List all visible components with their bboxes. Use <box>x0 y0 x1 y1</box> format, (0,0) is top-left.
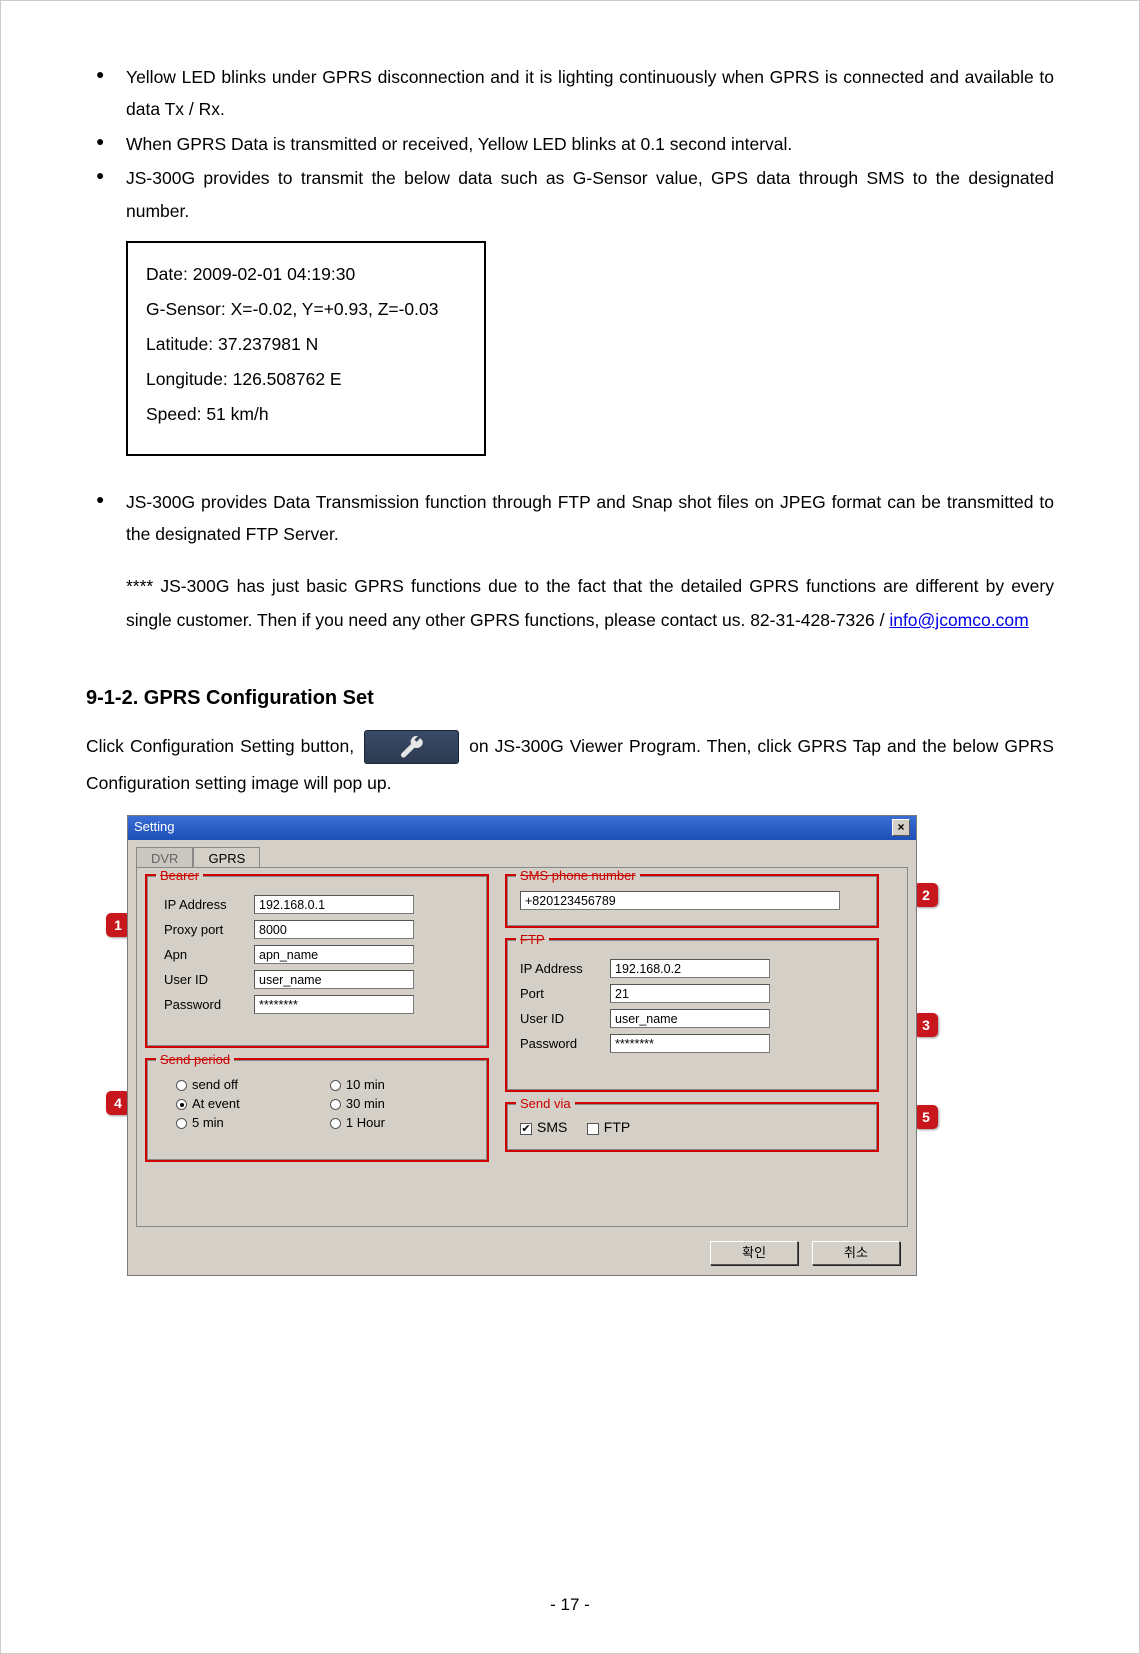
sms-date: Date: 2009-02-01 04:19:30 <box>146 257 466 292</box>
group-send-via: Send via ✔SMS FTP <box>507 1104 877 1150</box>
radio-label: 1 Hour <box>346 1115 385 1130</box>
bearer-proxy-label: Proxy port <box>164 922 254 937</box>
group-ftp: FTP IP Address Port User ID Password <box>507 940 877 1090</box>
dialog-wrapper: 1 2 3 4 5 Setting × DVRGPRS Bearer IP Ad… <box>116 815 928 1276</box>
bearer-pw-input[interactable] <box>254 995 414 1014</box>
sms-data-box: Date: 2009-02-01 04:19:30 G-Sensor: X=-0… <box>126 241 486 456</box>
bearer-legend: Bearer <box>156 868 203 883</box>
ftp-pw-label: Password <box>520 1036 610 1051</box>
radio-label: 5 min <box>192 1115 224 1130</box>
callout-3: 3 <box>914 1013 938 1037</box>
bearer-proxy-input[interactable] <box>254 920 414 939</box>
bearer-apn-label: Apn <box>164 947 254 962</box>
ok-button[interactable]: 확인 <box>710 1241 798 1265</box>
ftp-user-label: User ID <box>520 1011 610 1026</box>
tab-gprs[interactable]: GPRS <box>193 847 260 868</box>
send-via-legend: Send via <box>516 1096 575 1111</box>
radio-label: At event <box>192 1096 240 1111</box>
radio-at-event[interactable]: At event <box>176 1096 326 1111</box>
radio-send-off[interactable]: send off <box>176 1077 326 1092</box>
sms-lat: Latitude: 37.237981 N <box>146 327 466 362</box>
tab-body: Bearer IP Address Proxy port Apn User ID… <box>136 867 908 1227</box>
bearer-user-label: User ID <box>164 972 254 987</box>
bullet-item: Yellow LED blinks under GPRS disconnecti… <box>96 61 1054 126</box>
dialog-button-row: 확인 취소 <box>128 1235 916 1275</box>
bearer-apn-input[interactable] <box>254 945 414 964</box>
radio-30min[interactable]: 30 min <box>330 1096 385 1111</box>
tab-dvr[interactable]: DVR <box>136 847 193 868</box>
gprs-note: **** JS-300G has just basic GPRS functio… <box>126 569 1054 637</box>
bearer-user-input[interactable] <box>254 970 414 989</box>
bearer-pw-label: Password <box>164 997 254 1012</box>
radio-label: 10 min <box>346 1077 385 1092</box>
bullet-list-mid: JS-300G provides Data Transmission funct… <box>96 486 1054 551</box>
sms-gsensor: G-Sensor: X=-0.02, Y=+0.93, Z=-0.03 <box>146 292 466 327</box>
config-pre: Click Configuration Setting button, <box>86 736 360 756</box>
cancel-button[interactable]: 취소 <box>812 1241 900 1265</box>
radio-1hour[interactable]: 1 Hour <box>330 1115 385 1130</box>
bullet-list-top: Yellow LED blinks under GPRS disconnecti… <box>96 61 1054 227</box>
tabs-row: DVRGPRS <box>128 840 916 867</box>
checkbox-sms[interactable]: ✔SMS <box>520 1119 567 1135</box>
group-sms: SMS phone number <box>507 876 877 926</box>
group-bearer: Bearer IP Address Proxy port Apn User ID… <box>147 876 487 1046</box>
callout-2: 2 <box>914 883 938 907</box>
checkbox-label: FTP <box>604 1119 630 1135</box>
email-link[interactable]: info@jcomco.com <box>889 610 1028 630</box>
wrench-icon-button[interactable] <box>364 730 459 764</box>
ftp-legend: FTP <box>516 932 549 947</box>
sms-lon: Longitude: 126.508762 E <box>146 362 466 397</box>
sms-speed: Speed: 51 km/h <box>146 397 466 432</box>
bullet-item: When GPRS Data is transmitted or receive… <box>96 128 1054 160</box>
dialog-title: Setting <box>134 819 174 840</box>
radio-label: 30 min <box>346 1096 385 1111</box>
radio-10min[interactable]: 10 min <box>330 1077 385 1092</box>
close-icon[interactable]: × <box>892 819 910 836</box>
bearer-ip-input[interactable] <box>254 895 414 914</box>
radio-label: send off <box>192 1077 238 1092</box>
checkbox-label: SMS <box>537 1119 567 1135</box>
ftp-pw-input[interactable] <box>610 1034 770 1053</box>
checkbox-ftp[interactable]: FTP <box>587 1119 630 1135</box>
config-instruction: Click Configuration Setting button, on J… <box>86 728 1054 802</box>
group-send-period: Send period send off At event 5 min 10 m… <box>147 1060 487 1160</box>
send-period-legend: Send period <box>156 1052 234 1067</box>
ftp-ip-label: IP Address <box>520 961 610 976</box>
ftp-port-input[interactable] <box>610 984 770 1003</box>
bearer-ip-label: IP Address <box>164 897 254 912</box>
radio-5min[interactable]: 5 min <box>176 1115 326 1130</box>
dialog-titlebar: Setting × <box>128 816 916 840</box>
callout-5: 5 <box>914 1105 938 1129</box>
settings-dialog: Setting × DVRGPRS Bearer IP Address Prox… <box>127 815 917 1276</box>
sms-legend: SMS phone number <box>516 868 640 883</box>
ftp-user-input[interactable] <box>610 1009 770 1028</box>
bullet-item: JS-300G provides to transmit the below d… <box>96 162 1054 227</box>
ftp-ip-input[interactable] <box>610 959 770 978</box>
section-heading: 9-1-2. GPRS Configuration Set <box>86 687 1054 710</box>
ftp-port-label: Port <box>520 986 610 1001</box>
sms-phone-input[interactable] <box>520 891 840 910</box>
bullet-item: JS-300G provides Data Transmission funct… <box>96 486 1054 551</box>
page-number: - 17 - <box>1 1595 1139 1615</box>
